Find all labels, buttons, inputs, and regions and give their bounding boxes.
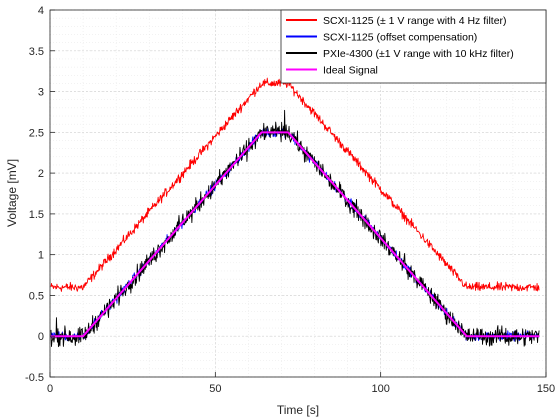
y-tick-label: -0.5 [25, 372, 44, 384]
y-tick-label: 1 [38, 250, 44, 262]
x-axis: 0 50 100 150 [47, 372, 555, 395]
legend-label-1: SCXI-1125 (offset compensation) [323, 32, 477, 44]
y-tick-label: 1.5 [29, 209, 44, 221]
series-layer [50, 77, 540, 348]
x-tick-label: 0 [47, 383, 53, 395]
series-line-0 [50, 77, 540, 292]
y-tick-label: 2 [38, 168, 44, 180]
legend-label-2: PXIe-4300 (±1 V range with 10 kHz filter… [323, 48, 514, 60]
x-axis-title: Time [s] [277, 403, 319, 417]
x-tick-label: 50 [209, 383, 221, 395]
legend-box [280, 9, 547, 84]
x-tick-label: 100 [371, 383, 389, 395]
y-tick-label: 4 [38, 5, 44, 17]
y-tick-label: 2.5 [29, 127, 44, 139]
y-axis: -0.5 0 0.5 1 1.5 2 2.5 3 3.5 4 [25, 5, 55, 384]
series-line-3 [50, 131, 540, 338]
legend-label-0: SCXI-1125 (± 1 V range with 4 Hz filter) [323, 15, 507, 27]
legend-label-3: Ideal Signal [323, 65, 378, 77]
y-tick-label: 0.5 [29, 290, 44, 302]
y-tick-label: 0 [38, 331, 44, 343]
y-tick-label: 3.5 [29, 46, 44, 58]
y-tick-label: 3 [38, 87, 44, 99]
x-tick-label: 150 [537, 383, 555, 395]
y-axis-title: Voltage [mV] [5, 159, 19, 227]
legend: SCXI-1125 (± 1 V range with 4 Hz filter)… [280, 9, 547, 84]
